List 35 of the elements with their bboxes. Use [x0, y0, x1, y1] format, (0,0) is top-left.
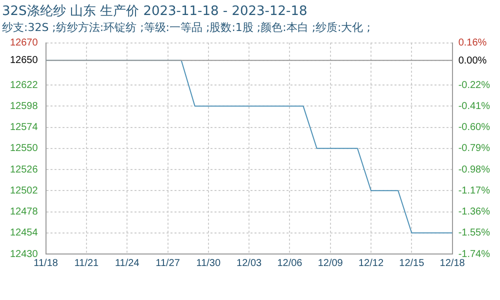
y-tick-label: 12670 — [10, 38, 38, 49]
y-tick-label: 12454 — [10, 228, 38, 239]
y2-tick-label: -0.79% — [458, 143, 490, 154]
chart-subtitle: 纱支:32S ;纺纱方法:环锭纺 ;等级:一等品 ;股数:1股 ;颜色:本白 ;纱质:大化 ; — [2, 21, 370, 34]
y-tick-label: 12622 — [10, 80, 38, 91]
y-tick-label: 12430 — [10, 248, 38, 260]
y-tick-label: 12526 — [10, 164, 38, 176]
y-tick-label: 12598 — [10, 100, 38, 112]
y2-tick-label: 0.00% — [458, 55, 487, 66]
x-tick-label: 11/24 — [114, 258, 140, 269]
y2-tick-label: -0.98% — [458, 164, 490, 176]
x-tick-label: 11/21 — [74, 258, 100, 269]
x-tick-label: 12/12 — [358, 258, 384, 269]
x-tick-label: 12/03 — [236, 258, 262, 269]
y2-tick-label: -1.55% — [458, 228, 490, 239]
y2-tick-label: -1.74% — [458, 248, 490, 260]
x-tick-label: 12/15 — [399, 258, 425, 269]
x-tick-label: 11/27 — [156, 258, 180, 269]
x-tick-label: 11/30 — [196, 258, 221, 269]
y2-tick-label: -1.17% — [458, 185, 490, 196]
y-tick-label: 12502 — [10, 185, 38, 196]
x-tick-label: 12/09 — [318, 258, 344, 269]
x-tick-label: 12/18 — [440, 258, 466, 269]
x-tick-label: 11/18 — [34, 258, 58, 269]
y-tick-label: 12650 — [10, 55, 38, 66]
x-tick-label: 12/06 — [277, 258, 303, 269]
y2-tick-label: -1.36% — [458, 206, 490, 218]
y2-tick-label: -0.22% — [458, 80, 490, 91]
y2-tick-label: 0.16% — [458, 38, 487, 49]
chart-title: 32S涤纶纱 山东 生产价 2023-11-18 - 2023-12-18 — [2, 4, 308, 20]
y-tick-label: 12574 — [10, 122, 38, 134]
y-tick-label: 12550 — [10, 143, 38, 154]
y2-tick-label: -0.60% — [458, 122, 490, 134]
y-tick-label: 12478 — [10, 206, 38, 218]
y2-tick-label: -0.41% — [458, 100, 490, 112]
